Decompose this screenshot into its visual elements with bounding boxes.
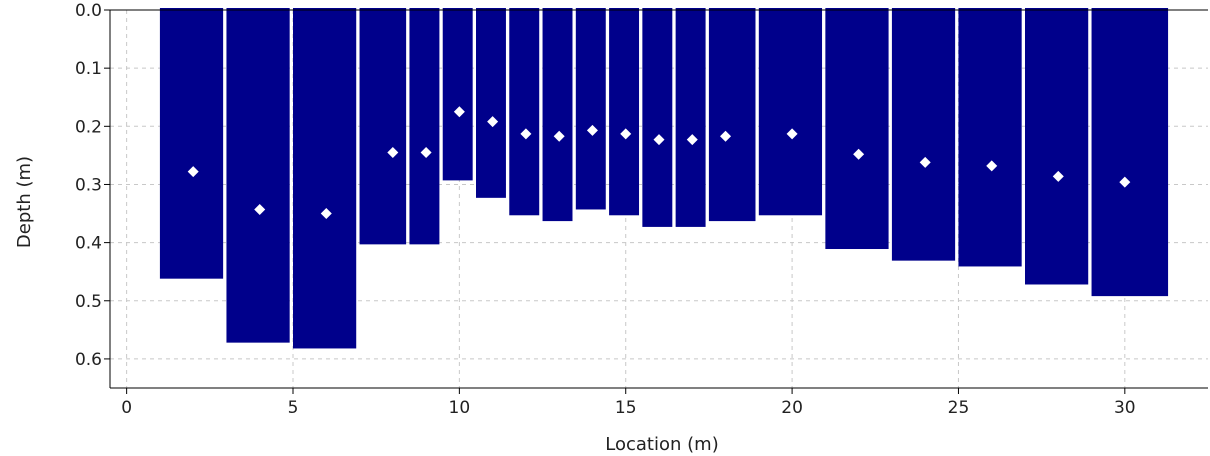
y-tick-label: 0.3 [75,175,102,195]
data-point [420,146,432,158]
depth-bar [1091,8,1169,297]
points-group [187,106,1131,220]
axes [104,9,1208,394]
depth-bar [409,8,440,245]
x-axis-title: Location (m) [605,434,718,455]
depth-bar [293,8,357,349]
data-point [653,134,665,146]
x-tick-label: 20 [781,398,803,418]
depth-bar [575,8,606,210]
depth-bar [642,8,673,227]
depth-bar [708,8,756,222]
data-point [320,208,332,220]
data-point [620,128,632,140]
data-point [853,148,865,160]
data-point [786,128,798,140]
data-point [686,134,698,146]
y-tick-label: 0.0 [75,1,102,21]
x-tick-label: 10 [449,398,471,418]
bars-group [159,8,1169,349]
data-point [487,116,499,128]
depth-bar [359,8,407,245]
data-point [553,130,565,142]
y-tick-label: 0.5 [75,292,102,312]
depth-bar [509,8,540,216]
x-tick-label: 5 [288,398,299,418]
y-tick-label: 0.1 [75,59,102,79]
depth-bar [891,8,956,261]
depth-bar [1025,8,1089,285]
tick-labels: 0.0 0.1 0.2 0.3 0.4 0.5 0.6 0 5 10 15 20 25 30 [75,1,1136,418]
x-tick-label: 25 [948,398,970,418]
data-point [919,156,931,168]
depth-bar [609,8,640,216]
x-tick-label: 0 [121,398,132,418]
data-point [720,130,732,142]
depth-bar [226,8,290,343]
depth-bar [476,8,506,198]
depth-bar [758,8,823,216]
y-axis-title: Depth (m) [14,156,35,248]
depth-bar [542,8,573,222]
depth-bar [159,8,224,279]
y-tick-label: 0.2 [75,117,102,137]
x-tick-label: 15 [615,398,637,418]
y-tick-label: 0.6 [75,350,102,370]
x-tick-label: 30 [1114,398,1136,418]
data-point [520,128,532,140]
data-point [387,146,399,158]
depth-bar [958,8,1022,267]
y-tick-label: 0.4 [75,234,102,254]
data-point [453,106,465,118]
depth-bar [442,8,473,181]
data-point [586,124,598,136]
data-point [986,160,998,172]
data-point [1052,170,1064,182]
data-point [187,166,199,178]
data-point [1119,176,1131,188]
depth-bar [825,8,889,250]
depth-bar [675,8,706,227]
data-point [254,203,266,215]
